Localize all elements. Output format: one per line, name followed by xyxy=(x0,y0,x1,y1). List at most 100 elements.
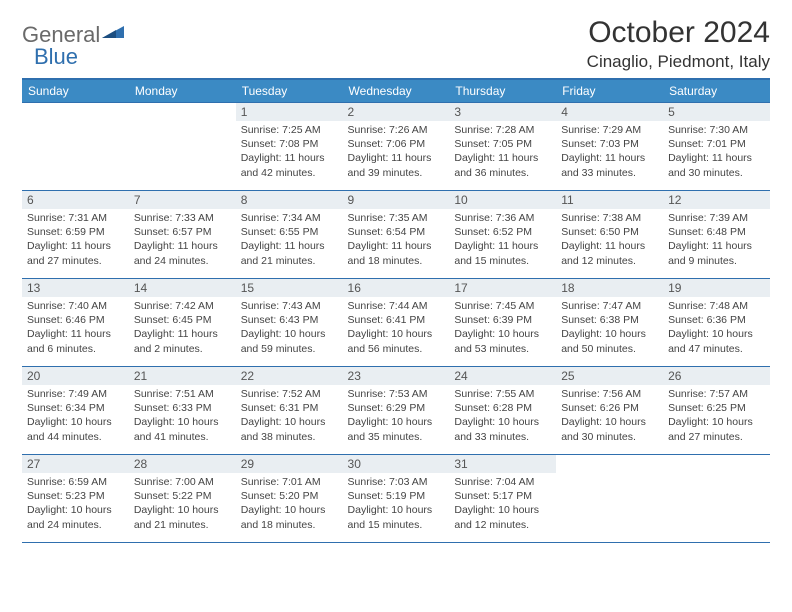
weekday-header-row: Sunday Monday Tuesday Wednesday Thursday… xyxy=(22,79,770,103)
calendar-day-cell xyxy=(22,103,129,191)
day-number: 27 xyxy=(22,455,129,473)
day-number: 14 xyxy=(129,279,236,297)
day-number: 4 xyxy=(556,103,663,121)
day-number: 18 xyxy=(556,279,663,297)
calendar-table: Sunday Monday Tuesday Wednesday Thursday… xyxy=(22,78,770,543)
day-number: 15 xyxy=(236,279,343,297)
day-content: Sunrise: 7:03 AMSunset: 5:19 PMDaylight:… xyxy=(343,473,450,536)
day-number: 8 xyxy=(236,191,343,209)
calendar-day-cell: 7Sunrise: 7:33 AMSunset: 6:57 PMDaylight… xyxy=(129,191,236,279)
calendar-day-cell: 17Sunrise: 7:45 AMSunset: 6:39 PMDayligh… xyxy=(449,279,556,367)
day-content: Sunrise: 7:31 AMSunset: 6:59 PMDaylight:… xyxy=(22,209,129,272)
calendar-week-row: 20Sunrise: 7:49 AMSunset: 6:34 PMDayligh… xyxy=(22,367,770,455)
day-number: 29 xyxy=(236,455,343,473)
weekday-header: Monday xyxy=(129,79,236,103)
weekday-header: Thursday xyxy=(449,79,556,103)
calendar-day-cell: 25Sunrise: 7:56 AMSunset: 6:26 PMDayligh… xyxy=(556,367,663,455)
weekday-header: Friday xyxy=(556,79,663,103)
day-content: Sunrise: 7:25 AMSunset: 7:08 PMDaylight:… xyxy=(236,121,343,184)
logo-text-blue: Blue xyxy=(34,44,78,69)
day-content: Sunrise: 7:29 AMSunset: 7:03 PMDaylight:… xyxy=(556,121,663,184)
day-number: 25 xyxy=(556,367,663,385)
day-content: Sunrise: 7:33 AMSunset: 6:57 PMDaylight:… xyxy=(129,209,236,272)
weekday-header: Saturday xyxy=(663,79,770,103)
header: General October 2024 Cinaglio, Piedmont,… xyxy=(22,16,770,72)
calendar-body: 1Sunrise: 7:25 AMSunset: 7:08 PMDaylight… xyxy=(22,103,770,543)
calendar-day-cell: 31Sunrise: 7:04 AMSunset: 5:17 PMDayligh… xyxy=(449,455,556,543)
day-number: 31 xyxy=(449,455,556,473)
day-number: 16 xyxy=(343,279,450,297)
day-number: 7 xyxy=(129,191,236,209)
day-content: Sunrise: 7:04 AMSunset: 5:17 PMDaylight:… xyxy=(449,473,556,536)
day-content: Sunrise: 7:42 AMSunset: 6:45 PMDaylight:… xyxy=(129,297,236,360)
day-number: 30 xyxy=(343,455,450,473)
calendar-day-cell: 12Sunrise: 7:39 AMSunset: 6:48 PMDayligh… xyxy=(663,191,770,279)
calendar-day-cell: 21Sunrise: 7:51 AMSunset: 6:33 PMDayligh… xyxy=(129,367,236,455)
day-content: Sunrise: 7:45 AMSunset: 6:39 PMDaylight:… xyxy=(449,297,556,360)
calendar-week-row: 27Sunrise: 6:59 AMSunset: 5:23 PMDayligh… xyxy=(22,455,770,543)
calendar-day-cell: 2Sunrise: 7:26 AMSunset: 7:06 PMDaylight… xyxy=(343,103,450,191)
weekday-header: Tuesday xyxy=(236,79,343,103)
calendar-day-cell: 6Sunrise: 7:31 AMSunset: 6:59 PMDaylight… xyxy=(22,191,129,279)
day-content: Sunrise: 7:01 AMSunset: 5:20 PMDaylight:… xyxy=(236,473,343,536)
logo-subline: Blue xyxy=(34,44,78,70)
day-content: Sunrise: 7:34 AMSunset: 6:55 PMDaylight:… xyxy=(236,209,343,272)
day-content: Sunrise: 7:35 AMSunset: 6:54 PMDaylight:… xyxy=(343,209,450,272)
calendar-day-cell: 16Sunrise: 7:44 AMSunset: 6:41 PMDayligh… xyxy=(343,279,450,367)
calendar-day-cell: 26Sunrise: 7:57 AMSunset: 6:25 PMDayligh… xyxy=(663,367,770,455)
calendar-day-cell: 8Sunrise: 7:34 AMSunset: 6:55 PMDaylight… xyxy=(236,191,343,279)
day-content: Sunrise: 7:51 AMSunset: 6:33 PMDaylight:… xyxy=(129,385,236,448)
calendar-day-cell: 23Sunrise: 7:53 AMSunset: 6:29 PMDayligh… xyxy=(343,367,450,455)
calendar-week-row: 1Sunrise: 7:25 AMSunset: 7:08 PMDaylight… xyxy=(22,103,770,191)
calendar-day-cell: 13Sunrise: 7:40 AMSunset: 6:46 PMDayligh… xyxy=(22,279,129,367)
day-number: 11 xyxy=(556,191,663,209)
calendar-day-cell: 19Sunrise: 7:48 AMSunset: 6:36 PMDayligh… xyxy=(663,279,770,367)
day-number: 12 xyxy=(663,191,770,209)
calendar-day-cell: 20Sunrise: 7:49 AMSunset: 6:34 PMDayligh… xyxy=(22,367,129,455)
day-content: Sunrise: 7:26 AMSunset: 7:06 PMDaylight:… xyxy=(343,121,450,184)
calendar-week-row: 6Sunrise: 7:31 AMSunset: 6:59 PMDaylight… xyxy=(22,191,770,279)
day-content: Sunrise: 7:48 AMSunset: 6:36 PMDaylight:… xyxy=(663,297,770,360)
weekday-header: Wednesday xyxy=(343,79,450,103)
day-number: 26 xyxy=(663,367,770,385)
day-number: 19 xyxy=(663,279,770,297)
weekday-header: Sunday xyxy=(22,79,129,103)
day-content: Sunrise: 7:57 AMSunset: 6:25 PMDaylight:… xyxy=(663,385,770,448)
day-content: Sunrise: 7:40 AMSunset: 6:46 PMDaylight:… xyxy=(22,297,129,360)
day-content: Sunrise: 7:44 AMSunset: 6:41 PMDaylight:… xyxy=(343,297,450,360)
day-content: Sunrise: 6:59 AMSunset: 5:23 PMDaylight:… xyxy=(22,473,129,536)
calendar-day-cell: 11Sunrise: 7:38 AMSunset: 6:50 PMDayligh… xyxy=(556,191,663,279)
day-number: 22 xyxy=(236,367,343,385)
day-number: 13 xyxy=(22,279,129,297)
calendar-day-cell: 1Sunrise: 7:25 AMSunset: 7:08 PMDaylight… xyxy=(236,103,343,191)
calendar-day-cell: 5Sunrise: 7:30 AMSunset: 7:01 PMDaylight… xyxy=(663,103,770,191)
calendar-day-cell: 3Sunrise: 7:28 AMSunset: 7:05 PMDaylight… xyxy=(449,103,556,191)
day-content: Sunrise: 7:28 AMSunset: 7:05 PMDaylight:… xyxy=(449,121,556,184)
day-content: Sunrise: 7:00 AMSunset: 5:22 PMDaylight:… xyxy=(129,473,236,536)
day-content: Sunrise: 7:47 AMSunset: 6:38 PMDaylight:… xyxy=(556,297,663,360)
day-number: 3 xyxy=(449,103,556,121)
day-number: 9 xyxy=(343,191,450,209)
calendar-day-cell xyxy=(556,455,663,543)
calendar-day-cell: 27Sunrise: 6:59 AMSunset: 5:23 PMDayligh… xyxy=(22,455,129,543)
day-content: Sunrise: 7:56 AMSunset: 6:26 PMDaylight:… xyxy=(556,385,663,448)
day-content: Sunrise: 7:38 AMSunset: 6:50 PMDaylight:… xyxy=(556,209,663,272)
calendar-day-cell xyxy=(663,455,770,543)
location: Cinaglio, Piedmont, Italy xyxy=(587,52,770,72)
day-number: 20 xyxy=(22,367,129,385)
calendar-day-cell xyxy=(129,103,236,191)
day-number: 17 xyxy=(449,279,556,297)
day-content: Sunrise: 7:43 AMSunset: 6:43 PMDaylight:… xyxy=(236,297,343,360)
day-content: Sunrise: 7:55 AMSunset: 6:28 PMDaylight:… xyxy=(449,385,556,448)
day-number: 2 xyxy=(343,103,450,121)
calendar-day-cell: 24Sunrise: 7:55 AMSunset: 6:28 PMDayligh… xyxy=(449,367,556,455)
month-title: October 2024 xyxy=(587,16,770,50)
calendar-day-cell: 4Sunrise: 7:29 AMSunset: 7:03 PMDaylight… xyxy=(556,103,663,191)
day-number: 5 xyxy=(663,103,770,121)
calendar-week-row: 13Sunrise: 7:40 AMSunset: 6:46 PMDayligh… xyxy=(22,279,770,367)
day-number: 6 xyxy=(22,191,129,209)
calendar-day-cell: 30Sunrise: 7:03 AMSunset: 5:19 PMDayligh… xyxy=(343,455,450,543)
calendar-day-cell: 22Sunrise: 7:52 AMSunset: 6:31 PMDayligh… xyxy=(236,367,343,455)
day-number: 10 xyxy=(449,191,556,209)
calendar-day-cell: 14Sunrise: 7:42 AMSunset: 6:45 PMDayligh… xyxy=(129,279,236,367)
